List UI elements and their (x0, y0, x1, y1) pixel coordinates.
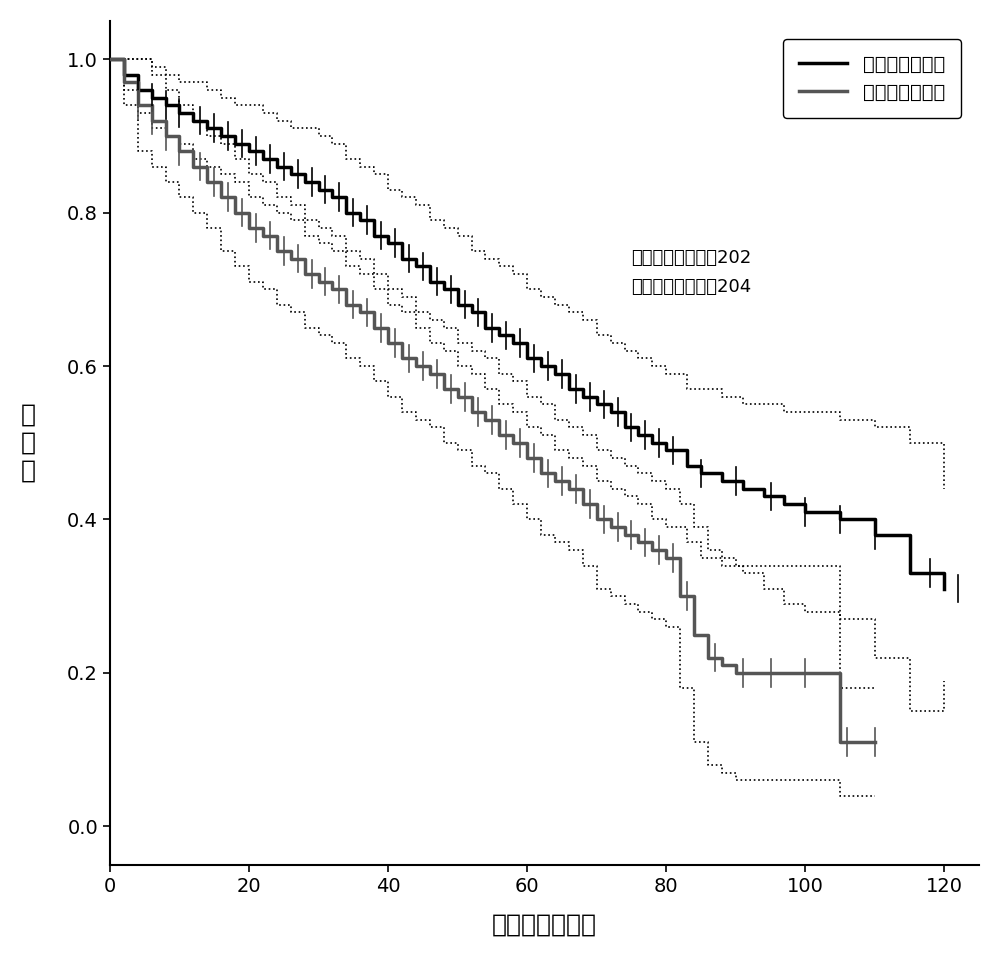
Y-axis label: 生
存
率: 生 存 率 (21, 403, 36, 482)
Legend: 六因子低表达组, 六因子高表达组: 六因子低表达组, 六因子高表达组 (783, 39, 961, 118)
Text: 高表达组样本数：202
低表达组样本数：204: 高表达组样本数：202 低表达组样本数：204 (631, 249, 752, 296)
X-axis label: 生存时间（月）: 生存时间（月） (492, 912, 597, 936)
